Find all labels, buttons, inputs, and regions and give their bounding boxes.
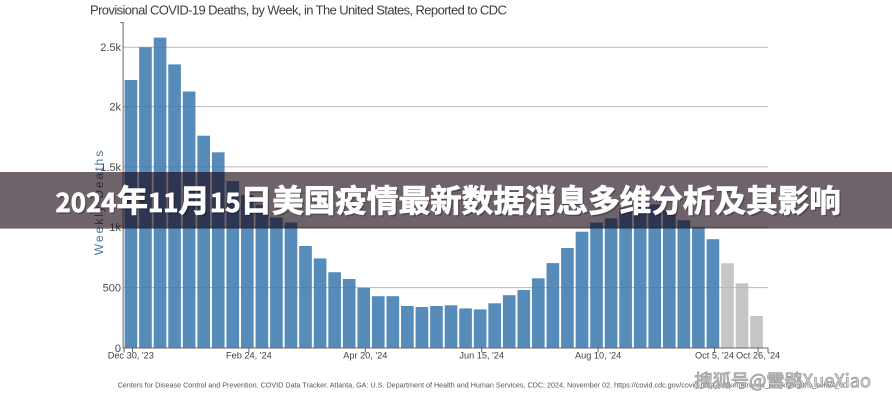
svg-text:Jun 15, '24: Jun 15, '24	[459, 350, 504, 360]
svg-text:Aug 10, '24: Aug 10, '24	[575, 350, 621, 360]
svg-text:2.5k: 2.5k	[100, 42, 121, 54]
svg-text:Oct 26, '24: Oct 26, '24	[736, 350, 780, 360]
svg-text:2k: 2k	[109, 102, 121, 114]
svg-text:Centers for Disease Control an: Centers for Disease Control and Preventi…	[118, 381, 847, 390]
svg-text:Provisional COVID-19 Deaths, b: Provisional COVID-19 Deaths, by Week, in…	[90, 3, 506, 18]
svg-text:Dec 30, '23: Dec 30, '23	[108, 350, 154, 360]
svg-text:Oct 5, '24: Oct 5, '24	[695, 350, 734, 360]
svg-text:0: 0	[115, 343, 121, 355]
svg-text:500: 500	[103, 283, 121, 295]
svg-text:1.5k: 1.5k	[100, 162, 121, 174]
svg-text:Apr 20, '24: Apr 20, '24	[343, 350, 387, 360]
svg-text:Feb 24, '24: Feb 24, '24	[226, 350, 272, 360]
